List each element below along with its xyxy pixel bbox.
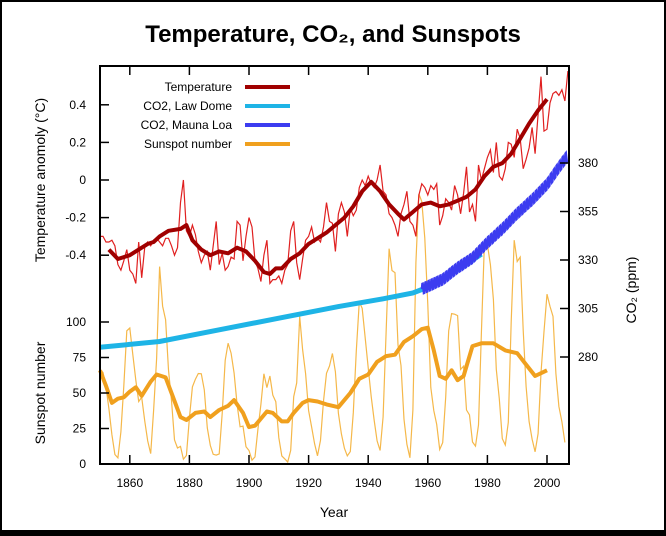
sunspot-tick-label: 0 — [79, 457, 86, 471]
temperature-tick-label: 0 — [79, 173, 86, 187]
x-tick-label: 1940 — [355, 476, 382, 490]
legend-label: CO2, Law Dome — [143, 99, 232, 113]
co2-tick-label: 380 — [578, 156, 598, 170]
co2-tick-label: 355 — [578, 205, 598, 219]
co2-tick-label: 305 — [578, 302, 598, 316]
co2-tick-label: 280 — [578, 350, 598, 364]
temperature-tick-label: -0.4 — [65, 248, 86, 262]
sunspot-tick-label: 25 — [73, 422, 87, 436]
series-layer — [98, 70, 569, 464]
axes-layer: 1860 1880 1900 1920 1940 1960 1980 2000 0.4 0.2 0 -… — [65, 66, 598, 490]
temperature-annual-line — [100, 70, 569, 286]
x-tick-label: 2000 — [534, 476, 561, 490]
co2-mauna-loa-line — [420, 150, 569, 295]
legend-label: Temperature — [165, 80, 233, 94]
legend: Temperature CO2, Law Dome CO2, Mauna Loa Su… — [141, 80, 290, 151]
sunspot-tick-label: 75 — [73, 351, 87, 365]
sunspot-tick-label: 50 — [73, 386, 87, 400]
x-tick-label: 1900 — [236, 476, 263, 490]
x-axis-label: Year — [320, 504, 349, 520]
temperature-axis-label: Temperature anomoly (°C) — [32, 98, 48, 262]
legend-label: Sunspot number — [144, 137, 232, 151]
temperature-tick-label: 0.2 — [69, 135, 86, 149]
temperature-smoothed-line — [107, 97, 549, 276]
chart-title: Temperature, CO₂, and Sunspots — [145, 21, 521, 48]
sunspot-tick-label: 100 — [66, 315, 86, 329]
x-tick-label: 1880 — [176, 476, 203, 490]
sunspot-axis-label: Sunspot number — [32, 341, 48, 444]
co2-tick-label: 330 — [578, 253, 598, 267]
co2-axis-label: CO₂ (ppm) — [623, 257, 639, 324]
x-tick-label: 1860 — [116, 476, 143, 490]
sunspot-smoothed-line — [98, 325, 548, 430]
x-tick-label: 1980 — [474, 476, 501, 490]
x-tick-label: 1960 — [414, 476, 441, 490]
temperature-tick-label: 0.4 — [69, 98, 86, 112]
x-tick-label: 1920 — [295, 476, 322, 490]
plot-area-border — [99, 65, 570, 465]
legend-label: CO2, Mauna Loa — [141, 118, 233, 132]
temperature-tick-label: -0.2 — [65, 211, 86, 225]
